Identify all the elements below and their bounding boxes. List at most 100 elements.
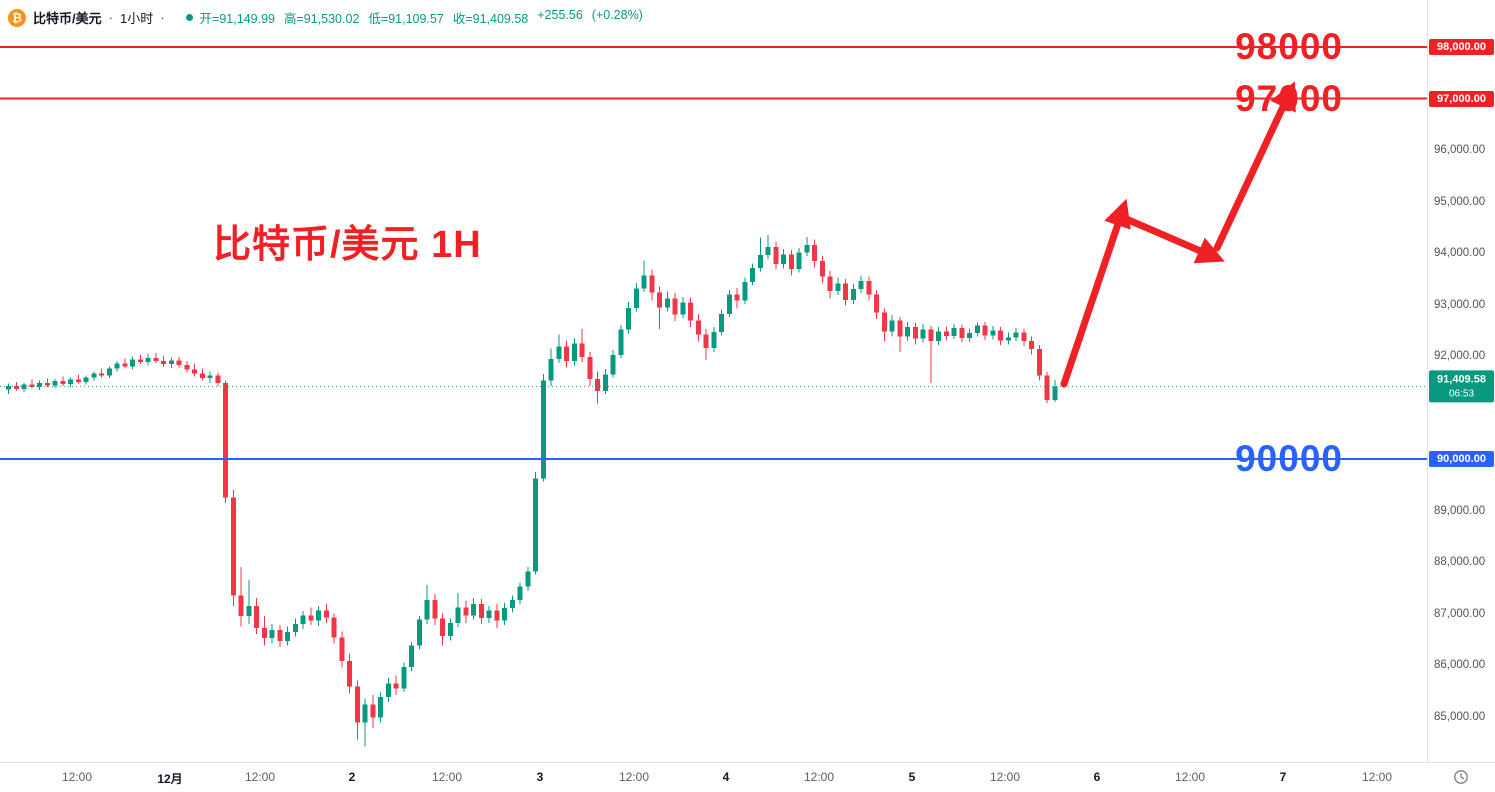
candle-up [246,605,252,617]
candle-down [587,357,593,380]
candle-up [455,607,461,623]
price-axis-label: 89,000.00 [1434,504,1486,517]
candle-up [502,607,507,621]
time-axis[interactable]: 12:00 12月 12:00 2 12:00 3 12:00 4 12:00 5 12:00 6 12… [0,762,1495,792]
candle-down [564,346,569,362]
level-axis-tag: 98,000.00 [1429,39,1494,55]
candle-up [835,283,841,292]
candle-down [982,325,988,336]
candle-up [409,645,414,668]
candle-up [804,244,810,253]
level-axis-tag: 97,000.00 [1429,90,1494,107]
candle-down [223,382,228,498]
candle-down [331,617,337,638]
ohlc-open: 开=91,149.99 [199,12,275,26]
candle-up [362,704,368,723]
candle-down [1036,348,1042,376]
candle-up [114,363,120,369]
price-axis-label: 96,000.00 [1434,144,1486,156]
current-price-tag: 91,409.58 06:53 [1429,370,1494,403]
candle-up [106,368,112,376]
candle-up [889,320,895,332]
candle-down [176,360,182,365]
time-axis-label: 12:00 [989,770,1021,784]
candle-down [13,385,19,389]
candle-up [920,329,926,339]
candlestick-chart[interactable] [0,0,1427,762]
candle-down [812,244,817,262]
interval-label[interactable]: 1小时 [119,11,154,26]
candle-down [788,254,794,269]
bitcoin-icon[interactable]: ₿ [8,8,26,27]
level-big-label[interactable]: 98000 [1235,26,1343,67]
chart-annotation-text[interactable]: 比特币/美元 1H [213,224,482,266]
more-options-dot[interactable]: · [160,10,165,25]
candle-down [579,343,585,358]
candle-down [928,329,934,342]
candle-up [292,623,298,633]
time-axis-label: 12:00 [244,770,276,784]
candle-down [99,373,104,376]
candle-down [308,615,314,621]
symbol-name[interactable]: 比特币/美元 [33,11,102,26]
candle-up [145,358,151,363]
candle-up [610,354,616,375]
candle-down [277,629,283,641]
trend-arrow[interactable] [1120,214,1225,264]
candle-up [602,374,608,392]
clock-icon[interactable] [1453,769,1469,785]
candle-down [943,331,949,336]
market-status-dot [185,14,193,21]
candle-up [401,667,407,689]
trend-arrow[interactable] [1060,198,1131,388]
candle-down [649,275,655,293]
chart-canvas[interactable]: ₿ 比特币/美元 · 1小时 · 开=91,149.99 高=91,530.02… [0,0,1427,762]
candle-up [936,331,941,342]
level-axis-tag: 90,000.00 [1429,451,1494,467]
candle-up [517,586,523,601]
symbol-header: ₿ 比特币/美元 · 1小时 · 开=91,149.99 高=91,530.02… [8,8,643,27]
candle-down [215,375,221,383]
candle-up [680,302,686,315]
candle-up [664,298,670,308]
ohlc-high: 高=91,530.02 [283,12,360,26]
time-axis-label: 12:00 [61,770,93,784]
candle-down [75,379,81,382]
level-big-label[interactable]: 97000 [1235,77,1343,119]
candle-down [874,294,879,313]
time-axis-label: 12:00 [618,770,650,784]
candle-down [695,320,701,335]
candle-up [990,330,996,336]
candle-down [595,379,600,392]
candle-up [37,382,42,387]
candle-down [347,660,352,687]
candle-down [672,298,678,315]
candle-down [734,294,740,301]
candle-down [432,600,438,619]
candle-up [424,600,430,620]
candle-down [153,358,159,362]
candle-up [905,327,910,337]
level-big-label[interactable]: 90000 [1235,438,1343,479]
candle-up [711,331,717,348]
candle-up [850,289,856,300]
candle-up [1052,386,1058,400]
price-axis-label: 88,000.00 [1434,556,1486,568]
candle-down [1044,375,1050,400]
candle-up [796,252,802,269]
candle-up [509,600,515,608]
change-value: +255.56 [537,8,583,22]
candle-up [486,610,492,619]
candle-up [626,308,631,330]
bar-countdown: 06:53 [1448,388,1475,400]
candle-down [819,261,825,277]
price-axis-label: 93,000.00 [1434,298,1486,311]
time-axis-label: 4 [722,770,730,784]
candle-up [974,325,980,333]
candle-up [300,615,306,624]
candle-up [726,294,732,314]
price-axis[interactable]: 98,000.00 97,000.00 90,000.00 96,000.00 95,0… [1427,0,1495,762]
trend-arrow[interactable] [1213,81,1296,252]
candle-down [339,637,345,661]
